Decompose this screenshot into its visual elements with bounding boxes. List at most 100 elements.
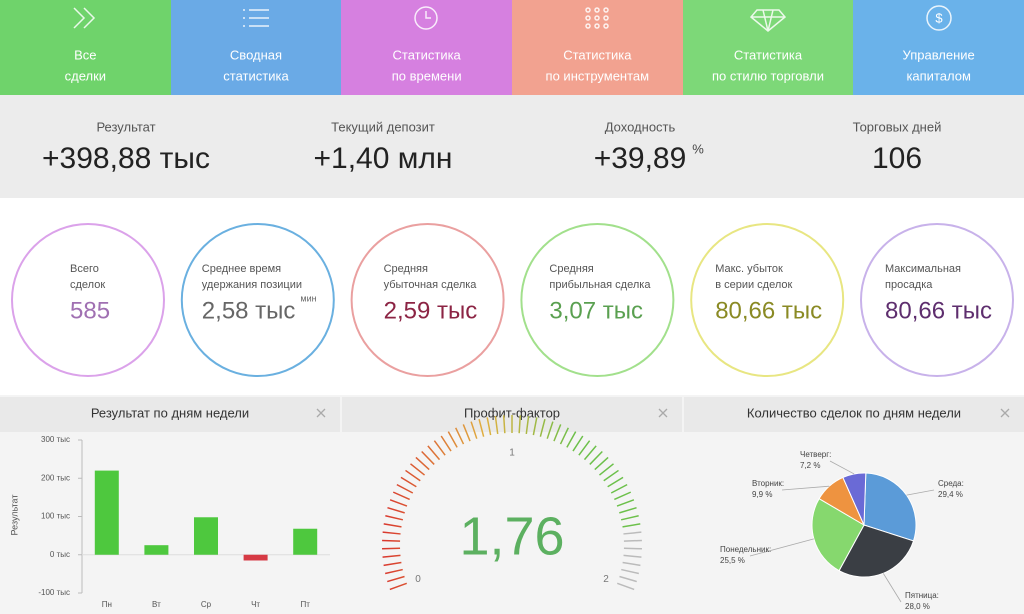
y-tick-label: 300 тыс <box>41 435 70 444</box>
kpi-label: убыточная сделка <box>384 279 478 291</box>
gauge-tick-label: 1 <box>509 448 515 459</box>
leader-line <box>906 489 935 496</box>
gauge-tick-label: 2 <box>603 574 609 585</box>
kpi-unit: мин <box>300 293 316 303</box>
bar <box>293 528 318 555</box>
nav-tile[interactable] <box>853 0 1024 95</box>
icon <box>73 7 96 29</box>
pie-value-label: 29,4 % <box>938 490 963 499</box>
icon <box>585 7 609 29</box>
kpi-value: 3,07 тыс <box>549 297 643 324</box>
nav-label: Статистика <box>734 47 803 62</box>
bar <box>243 554 268 561</box>
kpi-label: Средняя <box>549 263 593 275</box>
panel-header <box>684 397 1024 432</box>
kpi-label: Макс. убыток <box>715 263 783 275</box>
kpi-ring <box>520 223 675 377</box>
gauge-value: 1,76 <box>459 506 564 566</box>
nav-label: капиталом <box>906 68 971 83</box>
summary-label: Торговых дней <box>853 119 942 134</box>
gauge-value-ticks <box>382 415 641 591</box>
nav-label: Все <box>74 47 96 62</box>
summary-value: +39,89 <box>594 142 687 175</box>
icon <box>243 9 269 27</box>
kpi-ring <box>180 223 335 377</box>
summary-unit: % <box>692 141 704 156</box>
x-tick-label: Пн <box>102 600 112 609</box>
y-tick-label: -100 тыс <box>38 588 70 597</box>
nav-icons: $ <box>73 5 952 32</box>
kpi-ring <box>350 223 505 377</box>
summary-value: 106 <box>872 142 922 175</box>
nav-tile[interactable] <box>0 0 171 95</box>
panel-title: Профит-фактор <box>464 405 560 420</box>
svg-text:$: $ <box>935 10 943 25</box>
summary-label: Результат <box>96 119 155 134</box>
pie-value-label: 7,2 % <box>800 461 820 470</box>
pie-label: Среда: <box>938 479 964 488</box>
bar <box>94 470 119 555</box>
icon <box>414 6 438 30</box>
pie-value-label: 28,0 % <box>905 602 930 611</box>
nav-label: по времени <box>392 68 462 83</box>
kpi-ring <box>11 223 165 377</box>
kpi-value: 585 <box>70 297 110 324</box>
nav-label: по инструментам <box>546 68 650 83</box>
icon: $ <box>926 5 952 31</box>
nav-tile[interactable] <box>683 0 853 95</box>
gauge-tick-label: 0 <box>415 574 421 585</box>
nav-label: Статистика <box>563 47 632 62</box>
kpi-value: 80,66 тыс <box>715 297 822 324</box>
kpi-label: Средняя <box>384 263 428 275</box>
pie-label: Вторник: <box>752 479 784 488</box>
kpi-value: 2,59 тыс <box>384 297 478 324</box>
nav-label: статистика <box>223 68 289 83</box>
kpi-label: Среднее время <box>202 263 281 275</box>
kpi-label: прибыльная сделка <box>549 279 651 291</box>
summary-label: Текущий депозит <box>331 119 435 134</box>
leader-line <box>882 573 902 603</box>
kpi-label: удержания позиции <box>202 279 302 291</box>
kpi-label: Максимальная <box>885 263 961 275</box>
summary-strip <box>0 95 1024 198</box>
kpi-value: 80,66 тыс <box>885 297 992 324</box>
y-tick-label: 100 тыс <box>41 512 70 521</box>
nav-label: Управление <box>903 47 975 62</box>
gauge-track <box>616 531 642 591</box>
nav-tile[interactable] <box>171 0 341 95</box>
leader-line <box>781 485 830 491</box>
kpi-ring <box>690 223 845 377</box>
nav-label: по стилю торговли <box>712 68 824 83</box>
y-tick-label: 200 тыс <box>41 473 70 482</box>
panel-title: Результат по дням недели <box>91 405 249 420</box>
bar <box>194 517 218 555</box>
kpi-label: Всего <box>70 263 99 275</box>
panel-title: Количество сделок по дням недели <box>747 405 961 420</box>
nav-label: Сводная <box>230 47 282 62</box>
nav-label: сделки <box>65 68 106 83</box>
bar <box>144 545 169 555</box>
leader-line <box>749 538 814 557</box>
pie-label: Пятница: <box>905 591 939 600</box>
kpi-ring <box>860 223 1014 377</box>
kpi-label: в серии сделок <box>715 279 792 291</box>
x-tick-label: Пт <box>300 600 310 609</box>
pie-value-label: 9,9 % <box>752 490 772 499</box>
pie-value-label: 25,5 % <box>720 556 745 565</box>
summary-value: +1,40 млн <box>314 142 453 175</box>
summary-value: +398,88 тыс <box>42 142 210 175</box>
kpi-value: 2,58 тыс <box>202 297 296 324</box>
x-tick-label: Ср <box>201 600 212 609</box>
summary-label: Доходность <box>605 119 676 134</box>
pie-label: Понедельник: <box>720 545 771 554</box>
icon <box>749 9 787 32</box>
pie-slice <box>842 472 867 526</box>
y-tick-label: 0 тыс <box>50 550 70 559</box>
x-tick-label: Вт <box>152 600 161 609</box>
kpi-label: сделок <box>70 279 105 291</box>
y-axis-label: Результат <box>9 495 19 536</box>
nav-label: Статистика <box>393 47 462 62</box>
close-icon[interactable] <box>316 408 1010 418</box>
